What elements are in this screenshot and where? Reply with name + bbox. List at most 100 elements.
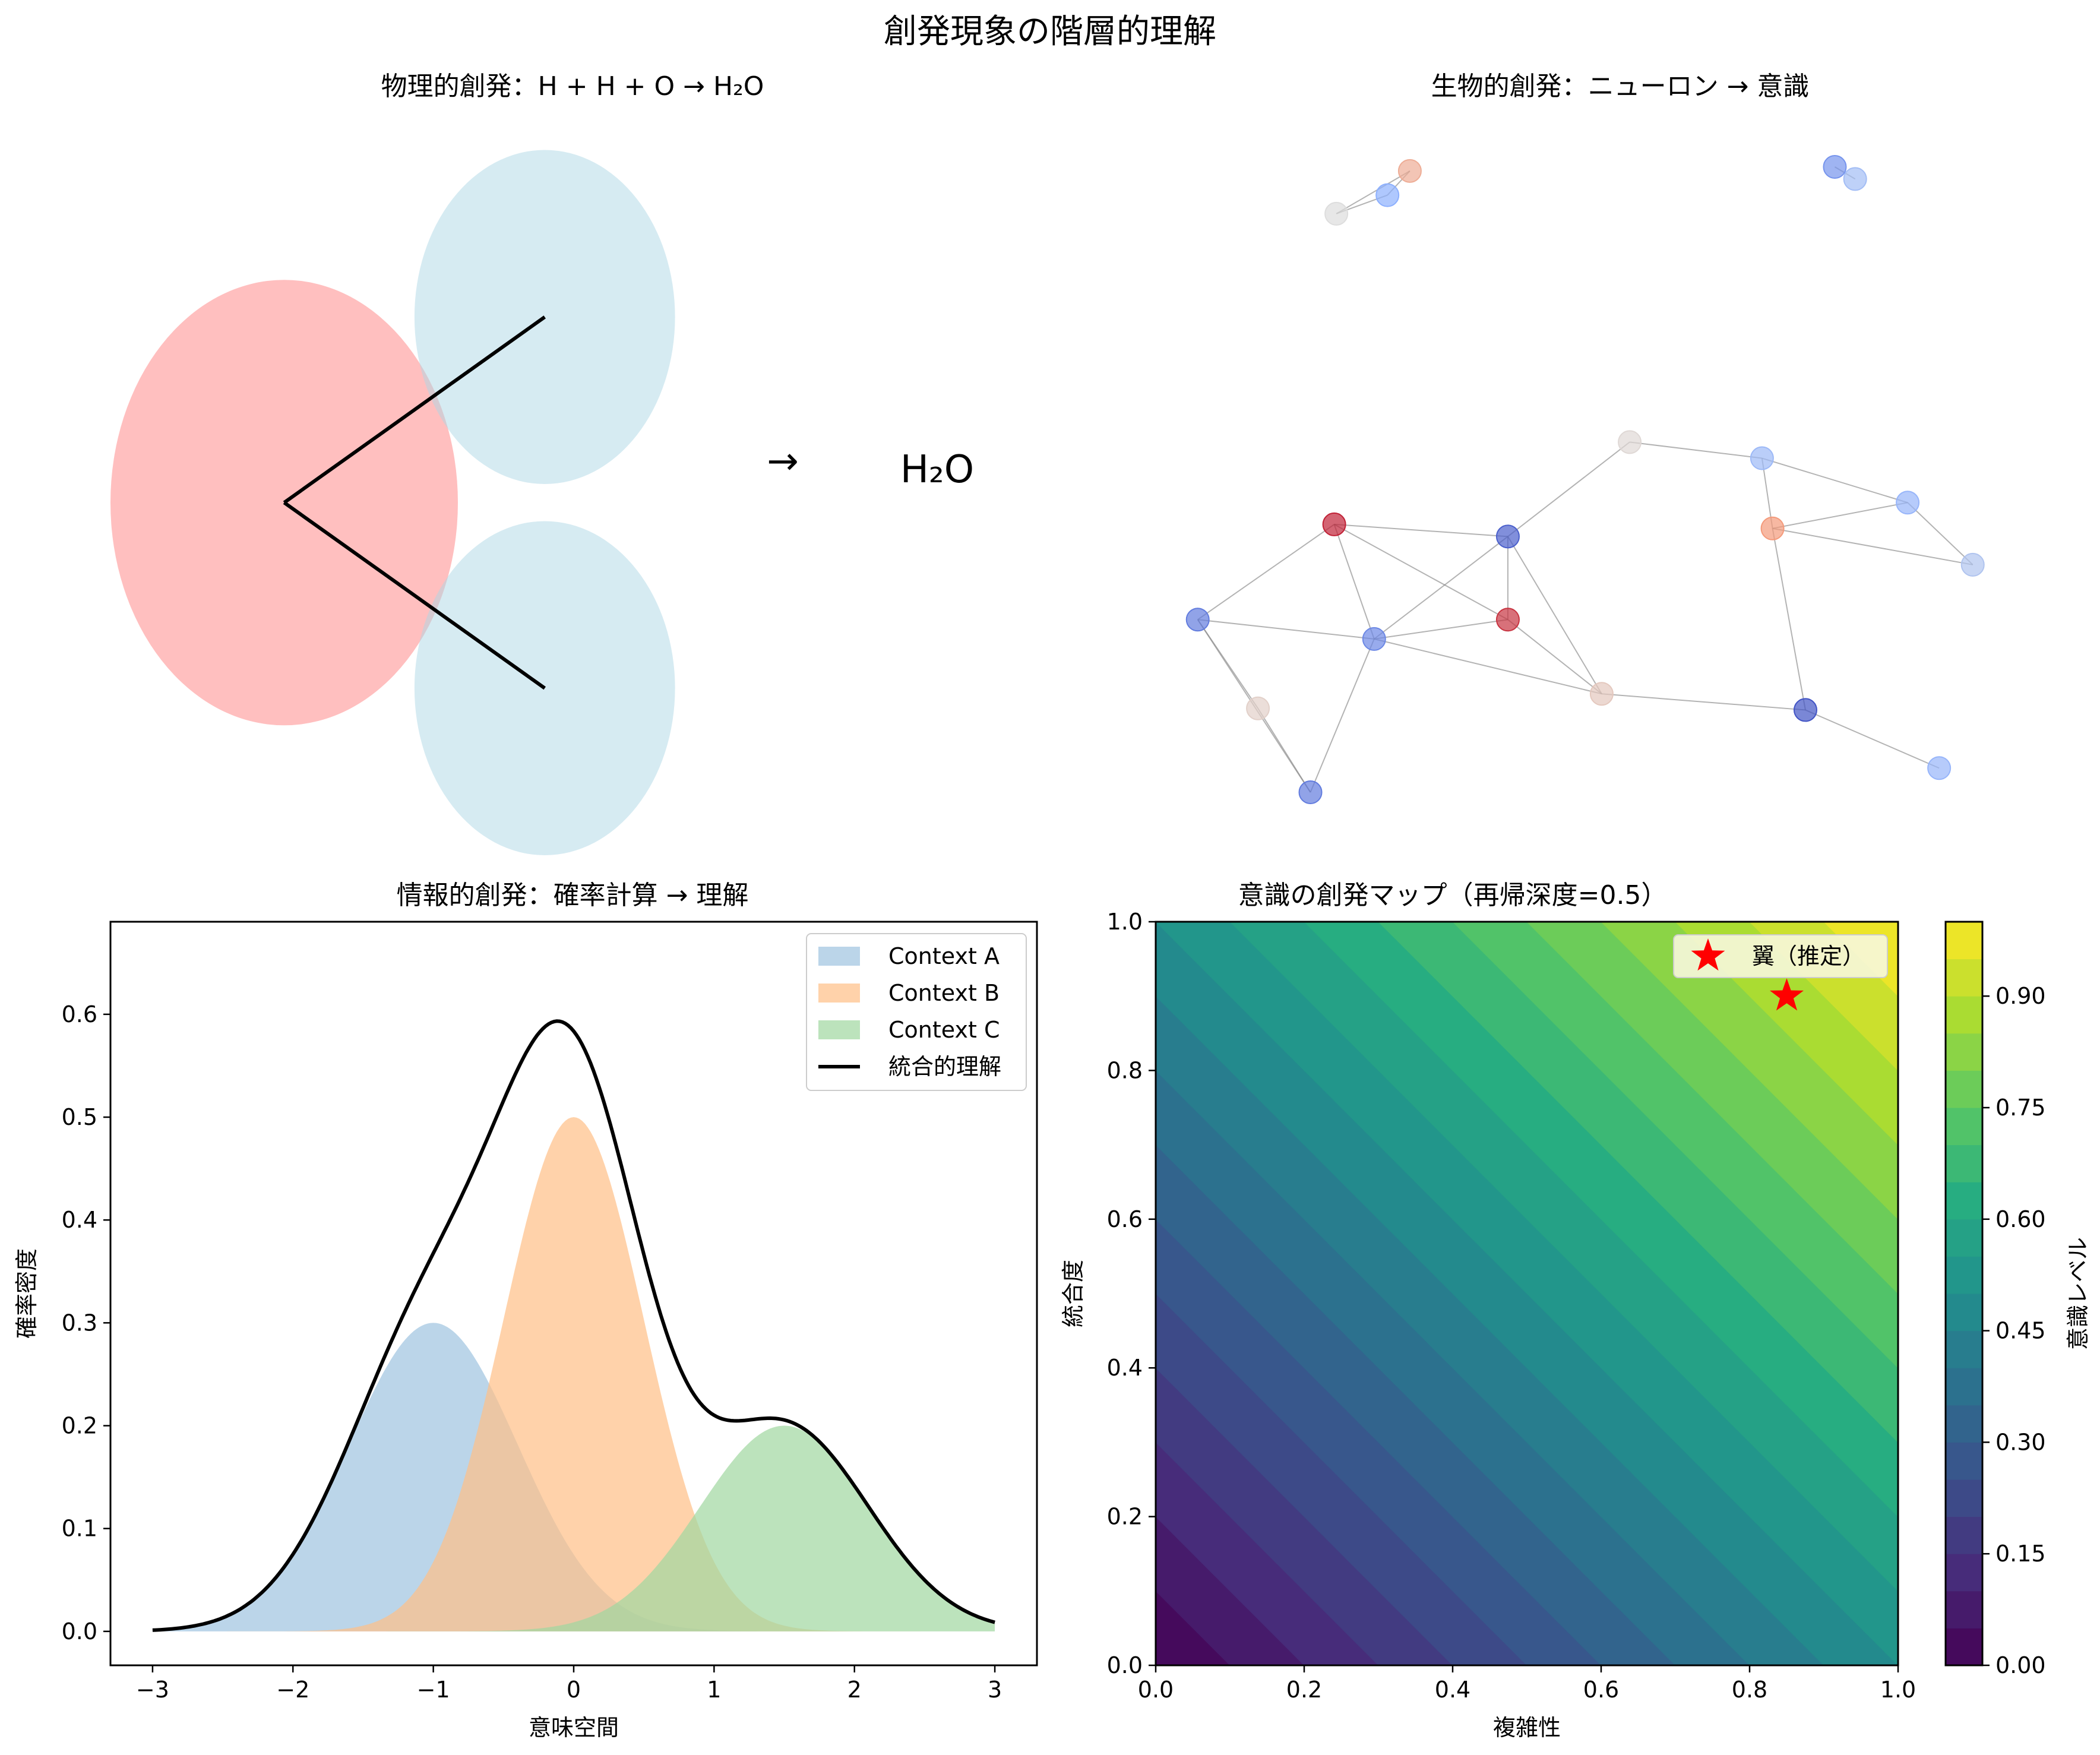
y-tick-label-2: 0.2 bbox=[62, 1413, 97, 1439]
panel-information: 情報的創発：確率計算 → 理解 −3 −2 −1 0 1 2 3 0.0 0.1 0.2 0.3 0.… bbox=[14, 880, 1038, 1741]
colorbar-band-3 bbox=[1946, 1516, 1982, 1554]
legend-swatch-1 bbox=[818, 984, 860, 1003]
colorbar-band-9 bbox=[1946, 1294, 1982, 1332]
neuron-node-2 bbox=[1397, 159, 1422, 183]
cx-tick-label-5: 1.0 bbox=[1880, 1677, 1916, 1703]
y-tick-label-4: 0.4 bbox=[62, 1207, 97, 1233]
colorbar-tick-label-5: 0.75 bbox=[1995, 1095, 2046, 1121]
colorbar-band-16 bbox=[1946, 1033, 1982, 1071]
information-title: 情報的創発：確率計算 → 理解 bbox=[397, 880, 749, 910]
cx-tick-label-3: 0.6 bbox=[1583, 1677, 1619, 1703]
colorbar-band-1 bbox=[1946, 1590, 1982, 1628]
neuron-edge-6 bbox=[1761, 457, 1908, 504]
biological-title: 生物的創発：ニューロン → 意識 bbox=[1431, 71, 1810, 102]
colorbar: 0.00 0.15 0.30 0.45 0.60 0.75 0.90 bbox=[1944, 921, 2046, 1678]
colorbar-label: 意識レベル bbox=[2065, 1237, 2091, 1350]
neuron-node-16 bbox=[1246, 696, 1270, 720]
colorbar-band-14 bbox=[1946, 1108, 1982, 1146]
marker-legend-label: 翼（推定） bbox=[1752, 943, 1865, 969]
neuron-node-8 bbox=[1896, 491, 1920, 515]
legend-label-2: Context C bbox=[888, 1017, 1000, 1043]
context-fill-0 bbox=[152, 1323, 995, 1631]
colorbar-band-15 bbox=[1946, 1070, 1982, 1108]
neuron-edge-7 bbox=[1772, 502, 1908, 529]
consciousness-ticks: 0.0 0.2 0.4 0.6 0.8 1.0 0.0 0.2 0.4 0.6 0.8 1.0 bbox=[1107, 909, 1916, 1703]
x-tick-label-6: 3 bbox=[988, 1677, 1002, 1703]
consciousness-title: 意識の創発マップ（再帰深度=0.5） bbox=[1238, 880, 1668, 910]
colorbar-tick-label-1: 0.15 bbox=[1995, 1541, 2046, 1567]
colorbar-tick-label-0: 0.00 bbox=[1995, 1652, 2046, 1678]
colorbar-band-13 bbox=[1946, 1144, 1982, 1182]
legend-frame bbox=[806, 933, 1027, 1091]
context-fills bbox=[152, 1117, 995, 1631]
neuron-edge-2 bbox=[1336, 170, 1410, 214]
bond-line-0 bbox=[283, 315, 546, 504]
x-tick-label-5: 2 bbox=[847, 1677, 862, 1703]
x-tick-label-3: 0 bbox=[567, 1677, 581, 1703]
colorbar-band-6 bbox=[1946, 1405, 1982, 1443]
information-ylabel: 確率密度 bbox=[14, 1248, 40, 1339]
neuron-edge-27 bbox=[1772, 528, 1806, 710]
marker-legend-star bbox=[1691, 938, 1725, 971]
colorbar-band-12 bbox=[1946, 1182, 1982, 1220]
colorbar-band-11 bbox=[1946, 1219, 1982, 1257]
cy-tick-label-5: 1.0 bbox=[1107, 909, 1143, 935]
neuron-edge-26 bbox=[1805, 709, 1940, 769]
panel-physical: 物理的創発：H + H + O → H₂O → H₂O bbox=[110, 71, 974, 855]
neuron-edge-8 bbox=[1772, 527, 1973, 565]
neuron-node-18 bbox=[1793, 698, 1817, 722]
y-tick-label-6: 0.6 bbox=[62, 1001, 97, 1027]
neuron-node-10 bbox=[1322, 512, 1346, 536]
colorbar-band-17 bbox=[1946, 996, 1982, 1034]
neuron-node-17 bbox=[1298, 780, 1323, 805]
integrated-line bbox=[152, 1019, 995, 1632]
neuron-node-0 bbox=[1324, 201, 1349, 226]
y-tick-label-1: 0.1 bbox=[62, 1516, 97, 1542]
neuron-edge-15 bbox=[1374, 536, 1508, 640]
neuron-edge-28 bbox=[1507, 536, 1602, 694]
neuron-edge-20 bbox=[1374, 619, 1508, 640]
neuron-edge-10 bbox=[1507, 441, 1630, 537]
contour-bands bbox=[1155, 921, 1899, 1667]
legend-label-0: Context A bbox=[888, 943, 1000, 969]
consciousness-ylabel: 統合度 bbox=[1060, 1260, 1086, 1327]
colorbar-band-5 bbox=[1946, 1442, 1982, 1480]
neuron-edge-21 bbox=[1374, 638, 1602, 695]
consciousness-xlabel: 複雑性 bbox=[1493, 1715, 1561, 1741]
neuron-edge-11 bbox=[1334, 523, 1508, 537]
neuron-node-19 bbox=[1927, 756, 1952, 780]
x-tick-label-1: −2 bbox=[276, 1677, 309, 1703]
colorbar-band-10 bbox=[1946, 1256, 1982, 1294]
legend-swatch-2 bbox=[818, 1020, 860, 1039]
colorbar-band-8 bbox=[1946, 1330, 1982, 1368]
neuron-edge-14 bbox=[1334, 524, 1508, 621]
cx-tick-label-1: 0.2 bbox=[1286, 1677, 1322, 1703]
integrated-line-group bbox=[152, 1019, 995, 1632]
colorbar-band-0 bbox=[1946, 1628, 1982, 1666]
marker-legend-frame bbox=[1673, 934, 1888, 978]
neuron-edge-9 bbox=[1907, 502, 1974, 565]
colorbar-tick-label-3: 0.45 bbox=[1995, 1318, 2046, 1344]
context-fill-2 bbox=[152, 1425, 995, 1631]
panel-biological: 生物的創発：ニューロン → 意識 bbox=[1185, 71, 1985, 805]
neuron-edge-23 bbox=[1507, 619, 1602, 695]
neuron-node-11 bbox=[1495, 524, 1520, 549]
colorbar-band-4 bbox=[1946, 1479, 1982, 1517]
neuron-edge-4 bbox=[1629, 441, 1763, 459]
consciousness-legend: 翼（推定） bbox=[1673, 934, 1888, 978]
neuron-node-15 bbox=[1589, 682, 1614, 706]
cx-tick-label-0: 0.0 bbox=[1138, 1677, 1174, 1703]
colorbar-tick-label-4: 0.60 bbox=[1995, 1206, 2046, 1232]
consciousness-axes-frame bbox=[1155, 921, 1899, 1667]
cy-tick-label-3: 0.6 bbox=[1107, 1206, 1143, 1232]
colorbar-band-2 bbox=[1946, 1554, 1982, 1592]
panel-consciousness: 意識の創発マップ（再帰深度=0.5） 0.0 0.2 0.4 0.6 0.8 1.00.0… bbox=[1060, 880, 2091, 1741]
neuron-node-12 bbox=[1185, 608, 1210, 632]
neuron-edge-12 bbox=[1197, 524, 1335, 621]
x-tick-label-4: 1 bbox=[707, 1677, 721, 1703]
reaction-arrow: → bbox=[767, 439, 799, 483]
neuron-node-3 bbox=[1823, 155, 1847, 179]
x-tick-label-2: −1 bbox=[417, 1677, 450, 1703]
colorbar-band-19 bbox=[1946, 922, 1982, 960]
